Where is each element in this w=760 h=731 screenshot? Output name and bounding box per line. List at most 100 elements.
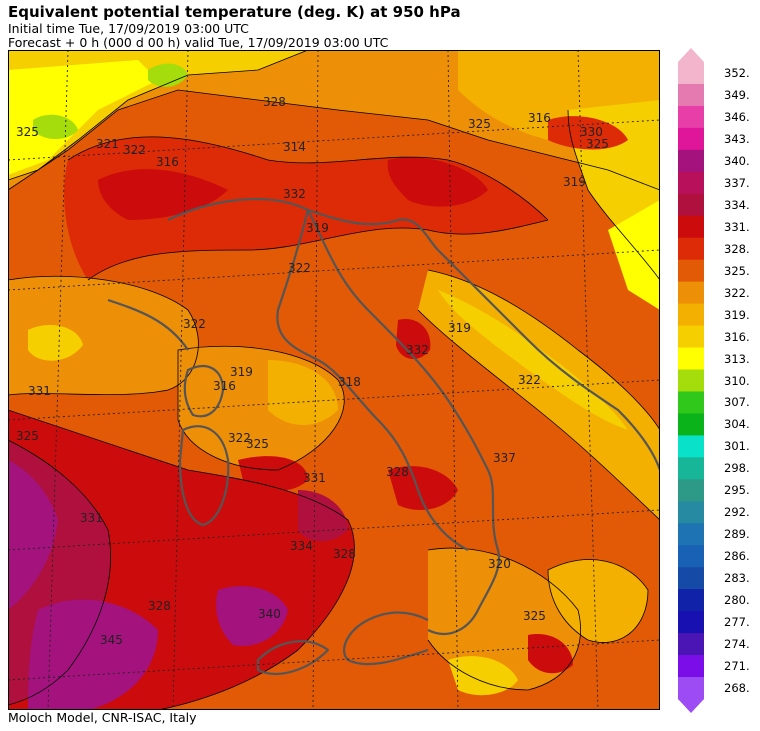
colorbar-tick-label: 304. — [724, 417, 750, 432]
colorbar-tick-label: 313. — [724, 351, 750, 366]
colorbar-swatch — [678, 347, 704, 371]
colorbar-swatch — [678, 281, 704, 305]
contour-label: 325 — [468, 117, 491, 131]
contour-label: 328 — [333, 547, 356, 561]
contour-label: 332 — [283, 187, 306, 201]
contour-label: 325 — [16, 125, 39, 139]
contour-label: 316 — [156, 155, 179, 169]
colorbar-tick-label: 301. — [724, 439, 750, 454]
contour-label: 325 — [246, 437, 269, 451]
forecast-time: Forecast + 0 h (000 d 00 h) valid Tue, 1… — [8, 35, 389, 50]
colorbar-tick-label: 295. — [724, 483, 750, 498]
contour-label: 322 — [183, 317, 206, 331]
colorbar-tick-label: 328. — [724, 241, 750, 256]
contour-label: 316 — [528, 111, 551, 125]
map-title: Equivalent potential temperature (deg. K… — [8, 3, 461, 21]
colorbar-swatch — [678, 413, 704, 436]
colorbar-swatch — [678, 545, 704, 568]
contour-label: 325 — [586, 137, 609, 151]
colorbar-swatch — [678, 457, 704, 480]
colorbar-swatch — [678, 567, 704, 590]
colorbar-swatch — [678, 62, 704, 85]
colorbar-swatch — [678, 479, 704, 502]
contour-label: 325 — [523, 609, 546, 623]
colorbar-tick-label: 346. — [724, 109, 750, 124]
colorbar-tick-label: 349. — [724, 87, 750, 102]
contour-label: 334 — [290, 539, 313, 553]
colorbar-swatch — [678, 127, 704, 151]
colorbar-tick-label: 316. — [724, 329, 750, 344]
colorbar-bottom-arrow — [678, 699, 704, 713]
colorbar-swatch — [678, 303, 704, 327]
contour-label: 320 — [488, 557, 511, 571]
colorbar-swatch — [678, 171, 704, 195]
contour-label: 318 — [338, 375, 361, 389]
colorbar-tick-label: 325. — [724, 263, 750, 278]
contour-label: 340 — [258, 607, 281, 621]
contour-label: 328 — [386, 465, 409, 479]
colorbar-swatch — [678, 655, 704, 678]
colorbar-tick-label: 286. — [724, 549, 750, 564]
colorbar-tick-label: 334. — [724, 197, 750, 212]
colorbar-tick-label: 289. — [724, 527, 750, 542]
contour-label: 325 — [16, 429, 39, 443]
colorbar-swatch — [678, 259, 704, 283]
coastlines — [107, 197, 660, 675]
colorbar — [678, 48, 704, 713]
colorbar-swatch — [678, 83, 704, 107]
contour-label: 319 — [563, 175, 586, 189]
contour-label: 345 — [100, 633, 123, 647]
colorbar-tick-label: 319. — [724, 307, 750, 322]
contour-label: 321 — [96, 137, 119, 151]
contour-label: 322 — [518, 373, 541, 387]
colorbar-swatch — [678, 611, 704, 634]
colorbar-swatch — [678, 215, 704, 239]
contour-lines — [8, 50, 660, 710]
colorbar-swatch — [678, 369, 704, 392]
colorbar-swatch — [678, 105, 704, 129]
colorbar-top-arrow — [678, 48, 704, 62]
colorbar-tick-label: 283. — [724, 571, 750, 586]
contour-label: 314 — [283, 140, 306, 154]
initial-time: Initial time Tue, 17/09/2019 03:00 UTC — [8, 21, 249, 36]
contour-label: 319 — [306, 221, 329, 235]
colorbar-tick-label: 277. — [724, 615, 750, 630]
colorbar-swatch — [678, 391, 704, 414]
graticule — [8, 50, 660, 710]
colorbar-tick-label: 307. — [724, 395, 750, 410]
contour-label: 337 — [493, 451, 516, 465]
colorbar-swatch — [678, 325, 704, 349]
contour-label: 322 — [228, 431, 251, 445]
colorbar-tick-label: 337. — [724, 175, 750, 190]
colorbar-tick-label: 340. — [724, 153, 750, 168]
colorbar-swatch — [678, 589, 704, 612]
colorbar-tick-label: 268. — [724, 681, 750, 696]
contour-label: 332 — [406, 343, 429, 357]
contour-label: 330 — [580, 125, 603, 139]
contour-label: 331 — [28, 384, 51, 398]
colorbar-tick-label: 310. — [724, 373, 750, 388]
colorbar-tick-label: 271. — [724, 659, 750, 674]
colorbar-tick-label: 322. — [724, 285, 750, 300]
contour-label: 319 — [448, 321, 471, 335]
colorbar-tick-label: 280. — [724, 593, 750, 608]
contour-label: 322 — [288, 261, 311, 275]
contour-label: 331 — [80, 511, 103, 525]
colorbar-swatch — [678, 193, 704, 217]
model-credit: Moloch Model, CNR-ISAC, Italy — [8, 710, 197, 725]
map-frame — [8, 50, 660, 710]
colorbar-swatch — [678, 149, 704, 173]
colorbar-tick-label: 331. — [724, 219, 750, 234]
colorbar-tick-label: 352. — [724, 65, 750, 80]
contour-label: 316 — [213, 379, 236, 393]
contour-label: 328 — [148, 599, 171, 613]
colorbar-swatch — [678, 501, 704, 524]
colorbar-tick-label: 274. — [724, 637, 750, 652]
colorbar-swatch — [678, 435, 704, 458]
colorbar-swatch — [678, 677, 704, 700]
contour-label: 319 — [230, 365, 253, 379]
colorbar-swatch — [678, 237, 704, 261]
contour-label: 328 — [263, 95, 286, 109]
